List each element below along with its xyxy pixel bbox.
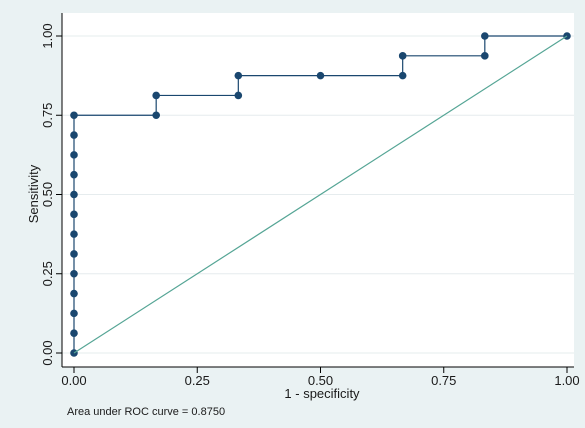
roc-point-2	[70, 309, 78, 318]
roc-point-9	[70, 170, 78, 179]
roc-point-19	[398, 52, 407, 60]
roc-point-16	[234, 71, 243, 80]
x-tick-label-4: 1.00	[554, 373, 579, 388]
roc-point-10	[70, 151, 78, 159]
roc-point-7	[70, 210, 78, 219]
roc-point-13	[152, 111, 160, 120]
reference-line	[73, 35, 568, 354]
roc-point-5	[70, 250, 78, 258]
roc-point-18	[398, 71, 407, 80]
x-tick-label-2: 0.50	[308, 373, 333, 388]
roc-point-3	[70, 289, 78, 298]
series-layer	[70, 32, 571, 357]
y-tick-label-2: 0.50	[40, 182, 55, 207]
auc-note: Area under ROC curve = 0.8750	[67, 406, 225, 418]
axis-layer: 0.00 0.25 0.50 0.75 1.00 0.00 0.25 0.50 0.75 1.00	[40, 13, 580, 388]
plot-area	[62, 13, 574, 367]
roc-point-21	[481, 32, 489, 40]
roc-point-1	[70, 329, 78, 337]
x-axis-title: 1 - specificity	[284, 386, 360, 401]
y-tick-label-4: 1.00	[40, 23, 55, 48]
roc-point-15	[234, 91, 243, 100]
roc-point-12	[70, 111, 78, 120]
roc-point-8	[70, 190, 78, 199]
roc-point-4	[70, 269, 78, 278]
roc-point-14	[152, 91, 160, 100]
y-axis-title: Sensitivity	[26, 164, 41, 223]
y-tick-label-3: 0.75	[40, 103, 55, 128]
y-tick-label-0: 0.00	[40, 340, 55, 365]
x-tick-label-1: 0.25	[185, 373, 210, 388]
roc-point-6	[70, 230, 78, 238]
roc-point-11	[70, 131, 78, 139]
roc-point-20	[481, 52, 489, 60]
y-tick-label-1: 0.25	[40, 261, 55, 286]
x-tick-label-0: 0.00	[61, 373, 86, 388]
roc-point-17	[316, 71, 325, 80]
x-tick-label-3: 0.75	[431, 373, 456, 388]
